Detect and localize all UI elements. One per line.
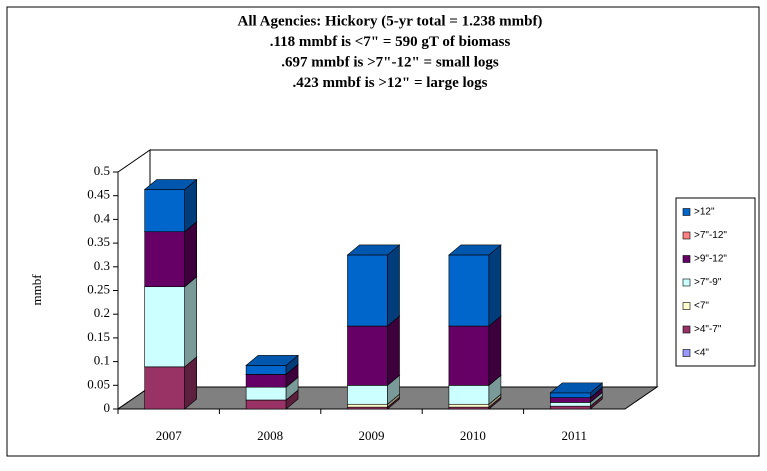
x-tick-label: 2009: [359, 428, 385, 443]
bar-segment: [448, 325, 490, 386]
x-tick-label: 2010: [460, 428, 486, 443]
y-tick-label: 0.25: [87, 281, 110, 296]
y-tick-label: 0.35: [87, 234, 110, 249]
bar-segment: [144, 366, 185, 410]
bar-segment: [245, 399, 287, 410]
bar-segment: [448, 403, 490, 408]
x-tick-label: 2011: [562, 428, 588, 443]
y-tick-label: 0.45: [87, 187, 110, 202]
chart-title: .697 mmbf is >7"-12" = small logs: [281, 54, 499, 70]
bar-side: [184, 221, 197, 288]
legend-swatch: [682, 231, 691, 240]
legend-label: >7"-9": [694, 277, 722, 288]
bar-side: [488, 244, 502, 327]
y-tick-label: 0.05: [87, 376, 110, 391]
legend-swatch: [682, 278, 691, 287]
bar-top: [448, 244, 502, 256]
bar-segment: [245, 386, 287, 401]
bar-segment: [144, 286, 185, 368]
x-tick-label: 2007: [156, 428, 183, 443]
bar-segment: [144, 231, 185, 288]
chart-title: .423 mmbf is >12" = large logs: [293, 75, 488, 91]
legend-label: <7": [694, 301, 709, 312]
y-axis-label: mmbf: [29, 274, 44, 306]
legend-label: >9"-12": [694, 254, 727, 265]
bar-segment: [448, 254, 490, 327]
bar-segment: [144, 189, 185, 233]
bar-segment: [549, 405, 591, 410]
bar-segment: [245, 374, 287, 388]
back-wall: [149, 149, 658, 388]
legend-swatch: [682, 325, 691, 334]
y-tick-label: 0.15: [87, 329, 110, 344]
legend-label: >12": [694, 207, 715, 218]
y-tick-label: 0: [104, 400, 111, 415]
y-tick-label: 0.1: [94, 353, 110, 368]
y-tick-label: 0.4: [94, 210, 111, 225]
legend-label: >4"-7": [694, 324, 722, 335]
legend-label: >7"-12": [694, 230, 727, 241]
bar-segment: [549, 397, 591, 403]
legend-swatch: [682, 208, 691, 216]
x-tick-label: 2008: [257, 428, 283, 443]
bar-segment: [448, 384, 490, 405]
bar-segment: [347, 403, 388, 408]
bar-top: [245, 355, 299, 366]
legend-swatch: [682, 302, 691, 310]
legend-label: <4": [694, 348, 709, 359]
chart-title: All Agencies: Hickory (5-yr total = 1.23…: [238, 13, 543, 29]
bar-side: [387, 315, 400, 386]
chart-title: .118 mmbf is <7" = 590 gT of biomass: [270, 34, 511, 50]
bar-top: [346, 244, 401, 256]
bar-segment: [549, 402, 591, 407]
bar-segment: [347, 384, 388, 405]
bar-top: [143, 179, 198, 190]
bar-segment: [347, 325, 388, 386]
bar-side: [488, 315, 502, 386]
legend-swatch: [682, 349, 691, 357]
y-tick-label: 0.3: [94, 258, 110, 273]
legend-swatch: [682, 255, 691, 263]
bar-segment: [549, 392, 591, 398]
bar-segment: [347, 254, 388, 327]
bar-segment: [245, 365, 287, 375]
bar-side: [184, 276, 197, 368]
y-tick-label: 0.2: [94, 305, 110, 320]
bar-top: [549, 382, 604, 394]
bar-side: [387, 244, 400, 327]
y-tick-label: 0.5: [94, 163, 110, 178]
